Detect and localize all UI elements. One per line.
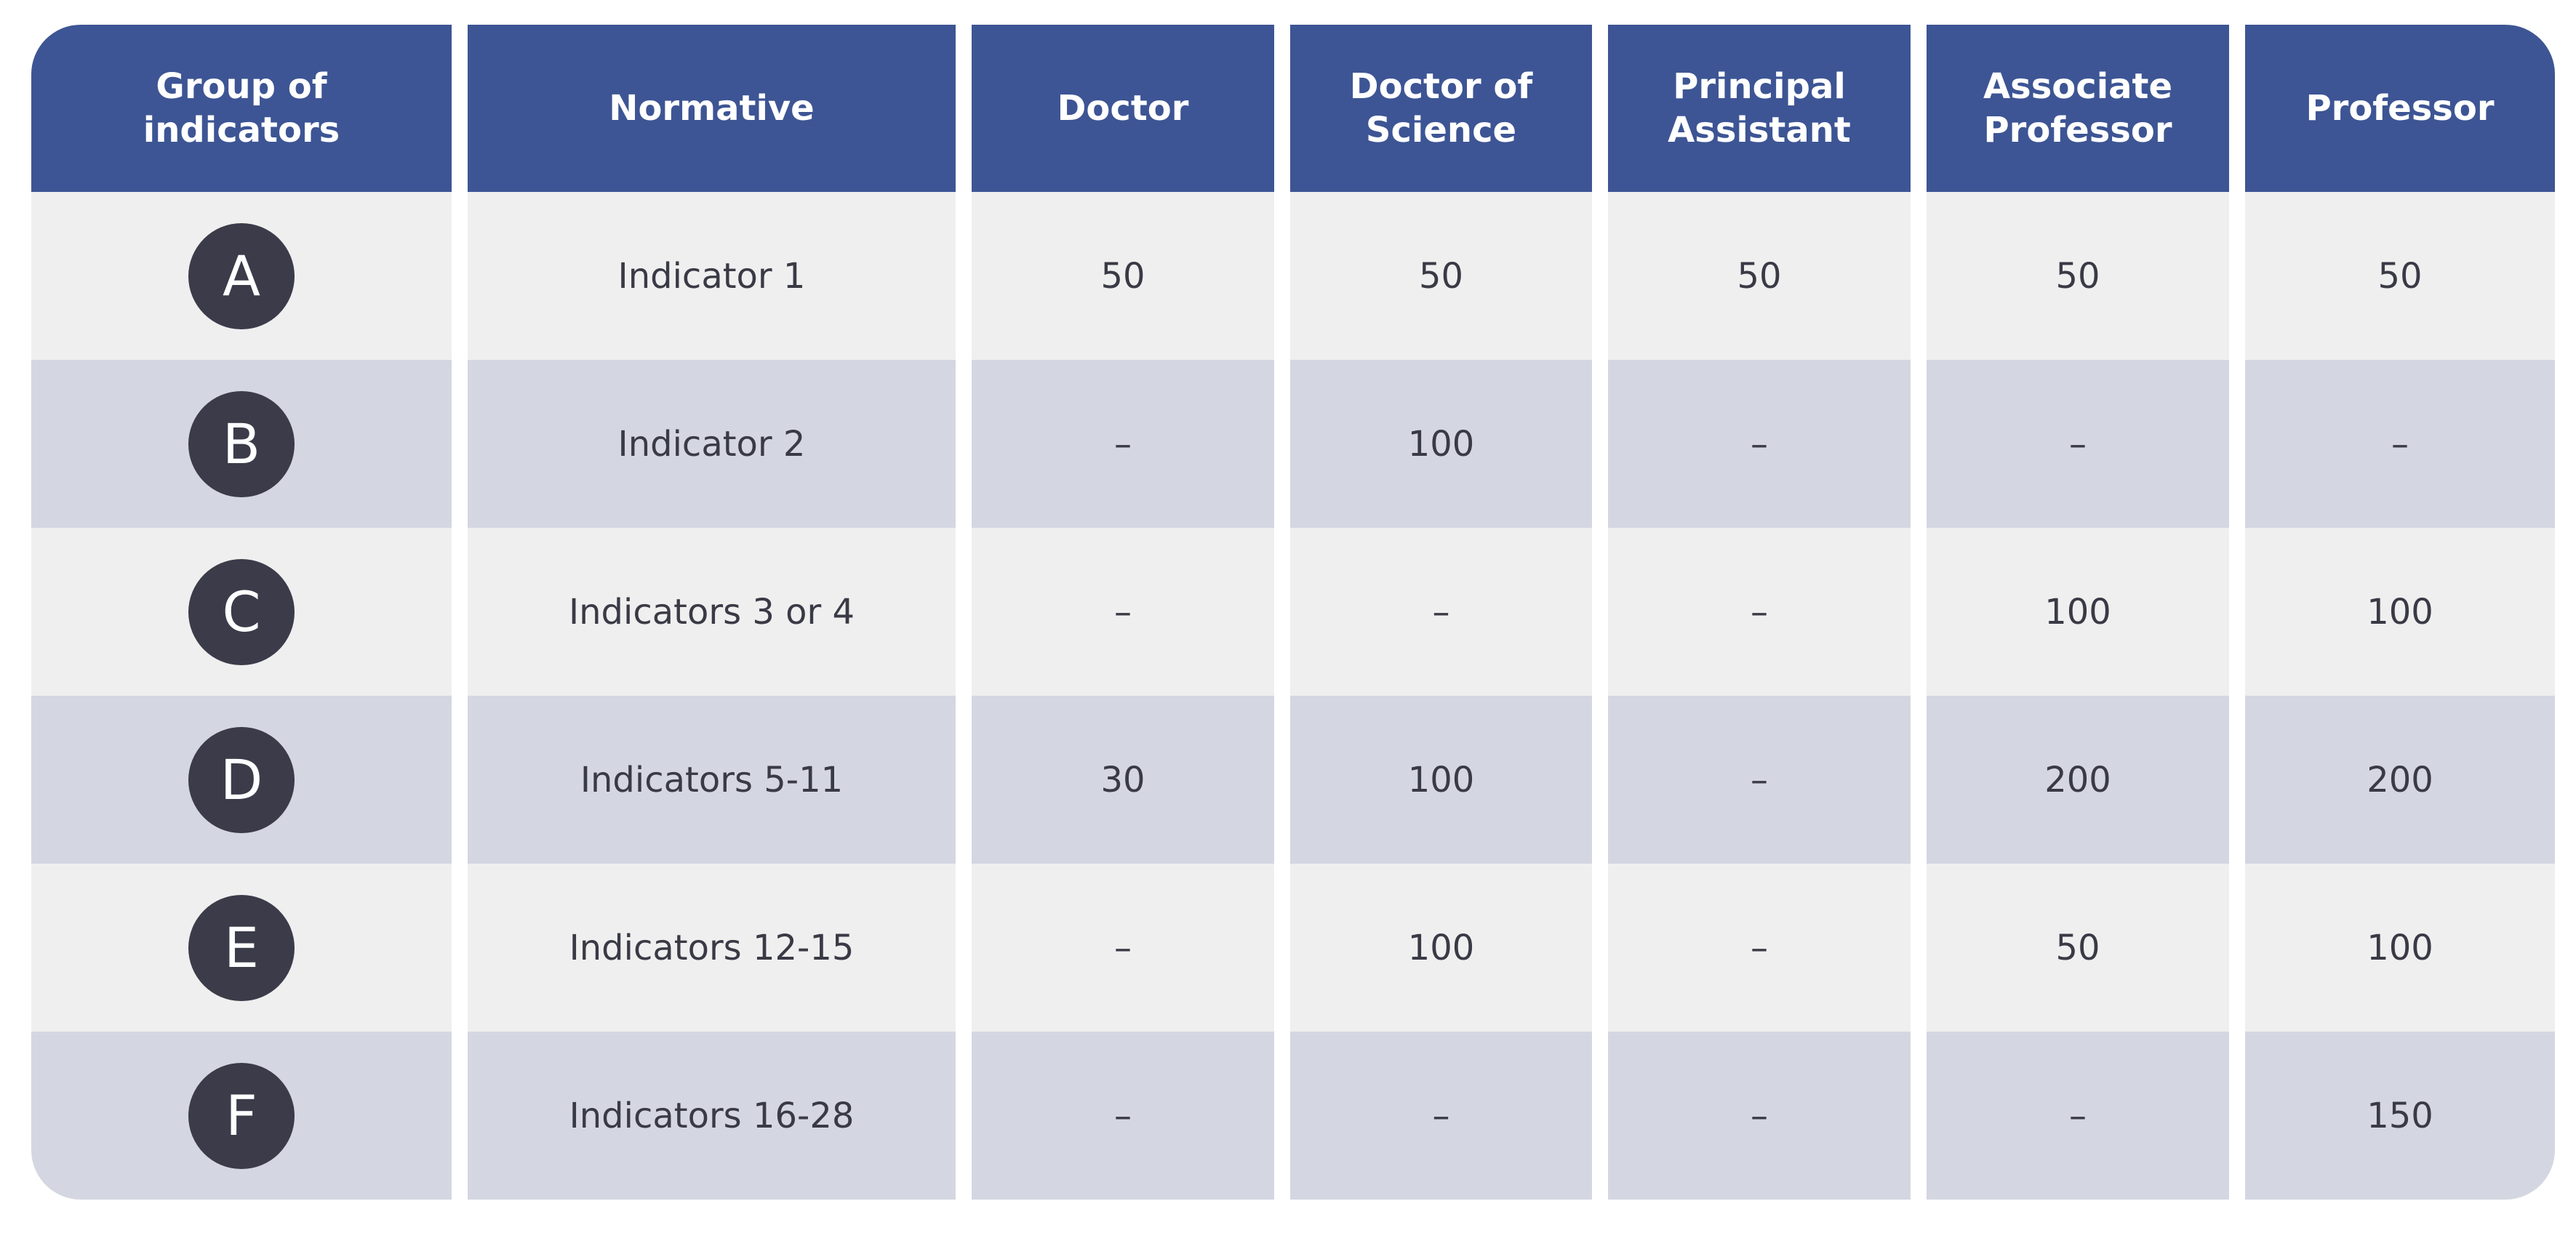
header-cell: Principal Assistant <box>1608 25 1911 192</box>
normative-cell: Indicator 2 <box>468 360 956 528</box>
value-cell: – <box>2245 360 2555 528</box>
value-cell: – <box>1608 528 1911 696</box>
value-cell: 200 <box>2245 696 2555 864</box>
header-cell: Doctor <box>972 25 1274 192</box>
header-cell: Professor <box>2245 25 2555 192</box>
group-cell: D <box>31 696 452 864</box>
group-badge: D <box>188 726 295 833</box>
group-badge: A <box>188 222 295 329</box>
group-cell: C <box>31 528 452 696</box>
group-badge: E <box>188 894 295 1001</box>
group-badge: B <box>188 390 295 497</box>
value-cell: 150 <box>2245 1032 2555 1200</box>
group-cell: E <box>31 864 452 1032</box>
value-cell: 50 <box>1290 192 1592 360</box>
value-cell: 100 <box>1290 696 1592 864</box>
group-cell: F <box>31 1032 452 1200</box>
normative-cell: Indicators 12-15 <box>468 864 956 1032</box>
header-cell: Normative <box>468 25 956 192</box>
value-cell: – <box>1927 1032 2229 1200</box>
normative-cell: Indicator 1 <box>468 192 956 360</box>
value-cell: – <box>1608 696 1911 864</box>
group-cell: A <box>31 192 452 360</box>
value-cell: – <box>972 360 1274 528</box>
normative-cell: Indicators 5-11 <box>468 696 956 864</box>
value-cell: – <box>1608 360 1911 528</box>
header-cell: Associate Professor <box>1927 25 2229 192</box>
normative-cell: Indicators 16-28 <box>468 1032 956 1200</box>
value-cell: 100 <box>1927 528 2229 696</box>
header-cell: Doctor of Science <box>1290 25 1592 192</box>
value-cell: 50 <box>2245 192 2555 360</box>
header-cell: Group of indicators <box>31 25 452 192</box>
value-cell: 100 <box>2245 864 2555 1032</box>
value-cell: 50 <box>1608 192 1911 360</box>
value-cell: 50 <box>1927 192 2229 360</box>
value-cell: – <box>972 864 1274 1032</box>
value-cell: 50 <box>972 192 1274 360</box>
value-cell: – <box>972 528 1274 696</box>
group-badge: F <box>188 1062 295 1169</box>
value-cell: 50 <box>1927 864 2229 1032</box>
value-cell: 100 <box>1290 360 1592 528</box>
value-cell: – <box>1608 864 1911 1032</box>
group-badge: C <box>188 558 295 665</box>
value-cell: 100 <box>2245 528 2555 696</box>
value-cell: – <box>972 1032 1274 1200</box>
table: Group of indicators Normative Doctor Doctor… <box>31 25 2555 1200</box>
value-cell: – <box>1608 1032 1911 1200</box>
value-cell: – <box>1290 528 1592 696</box>
normative-cell: Indicators 3 or 4 <box>468 528 956 696</box>
value-cell: – <box>1927 360 2229 528</box>
value-cell: 30 <box>972 696 1274 864</box>
group-cell: B <box>31 360 452 528</box>
value-cell: 200 <box>1927 696 2229 864</box>
value-cell: 100 <box>1290 864 1592 1032</box>
value-cell: – <box>1290 1032 1592 1200</box>
